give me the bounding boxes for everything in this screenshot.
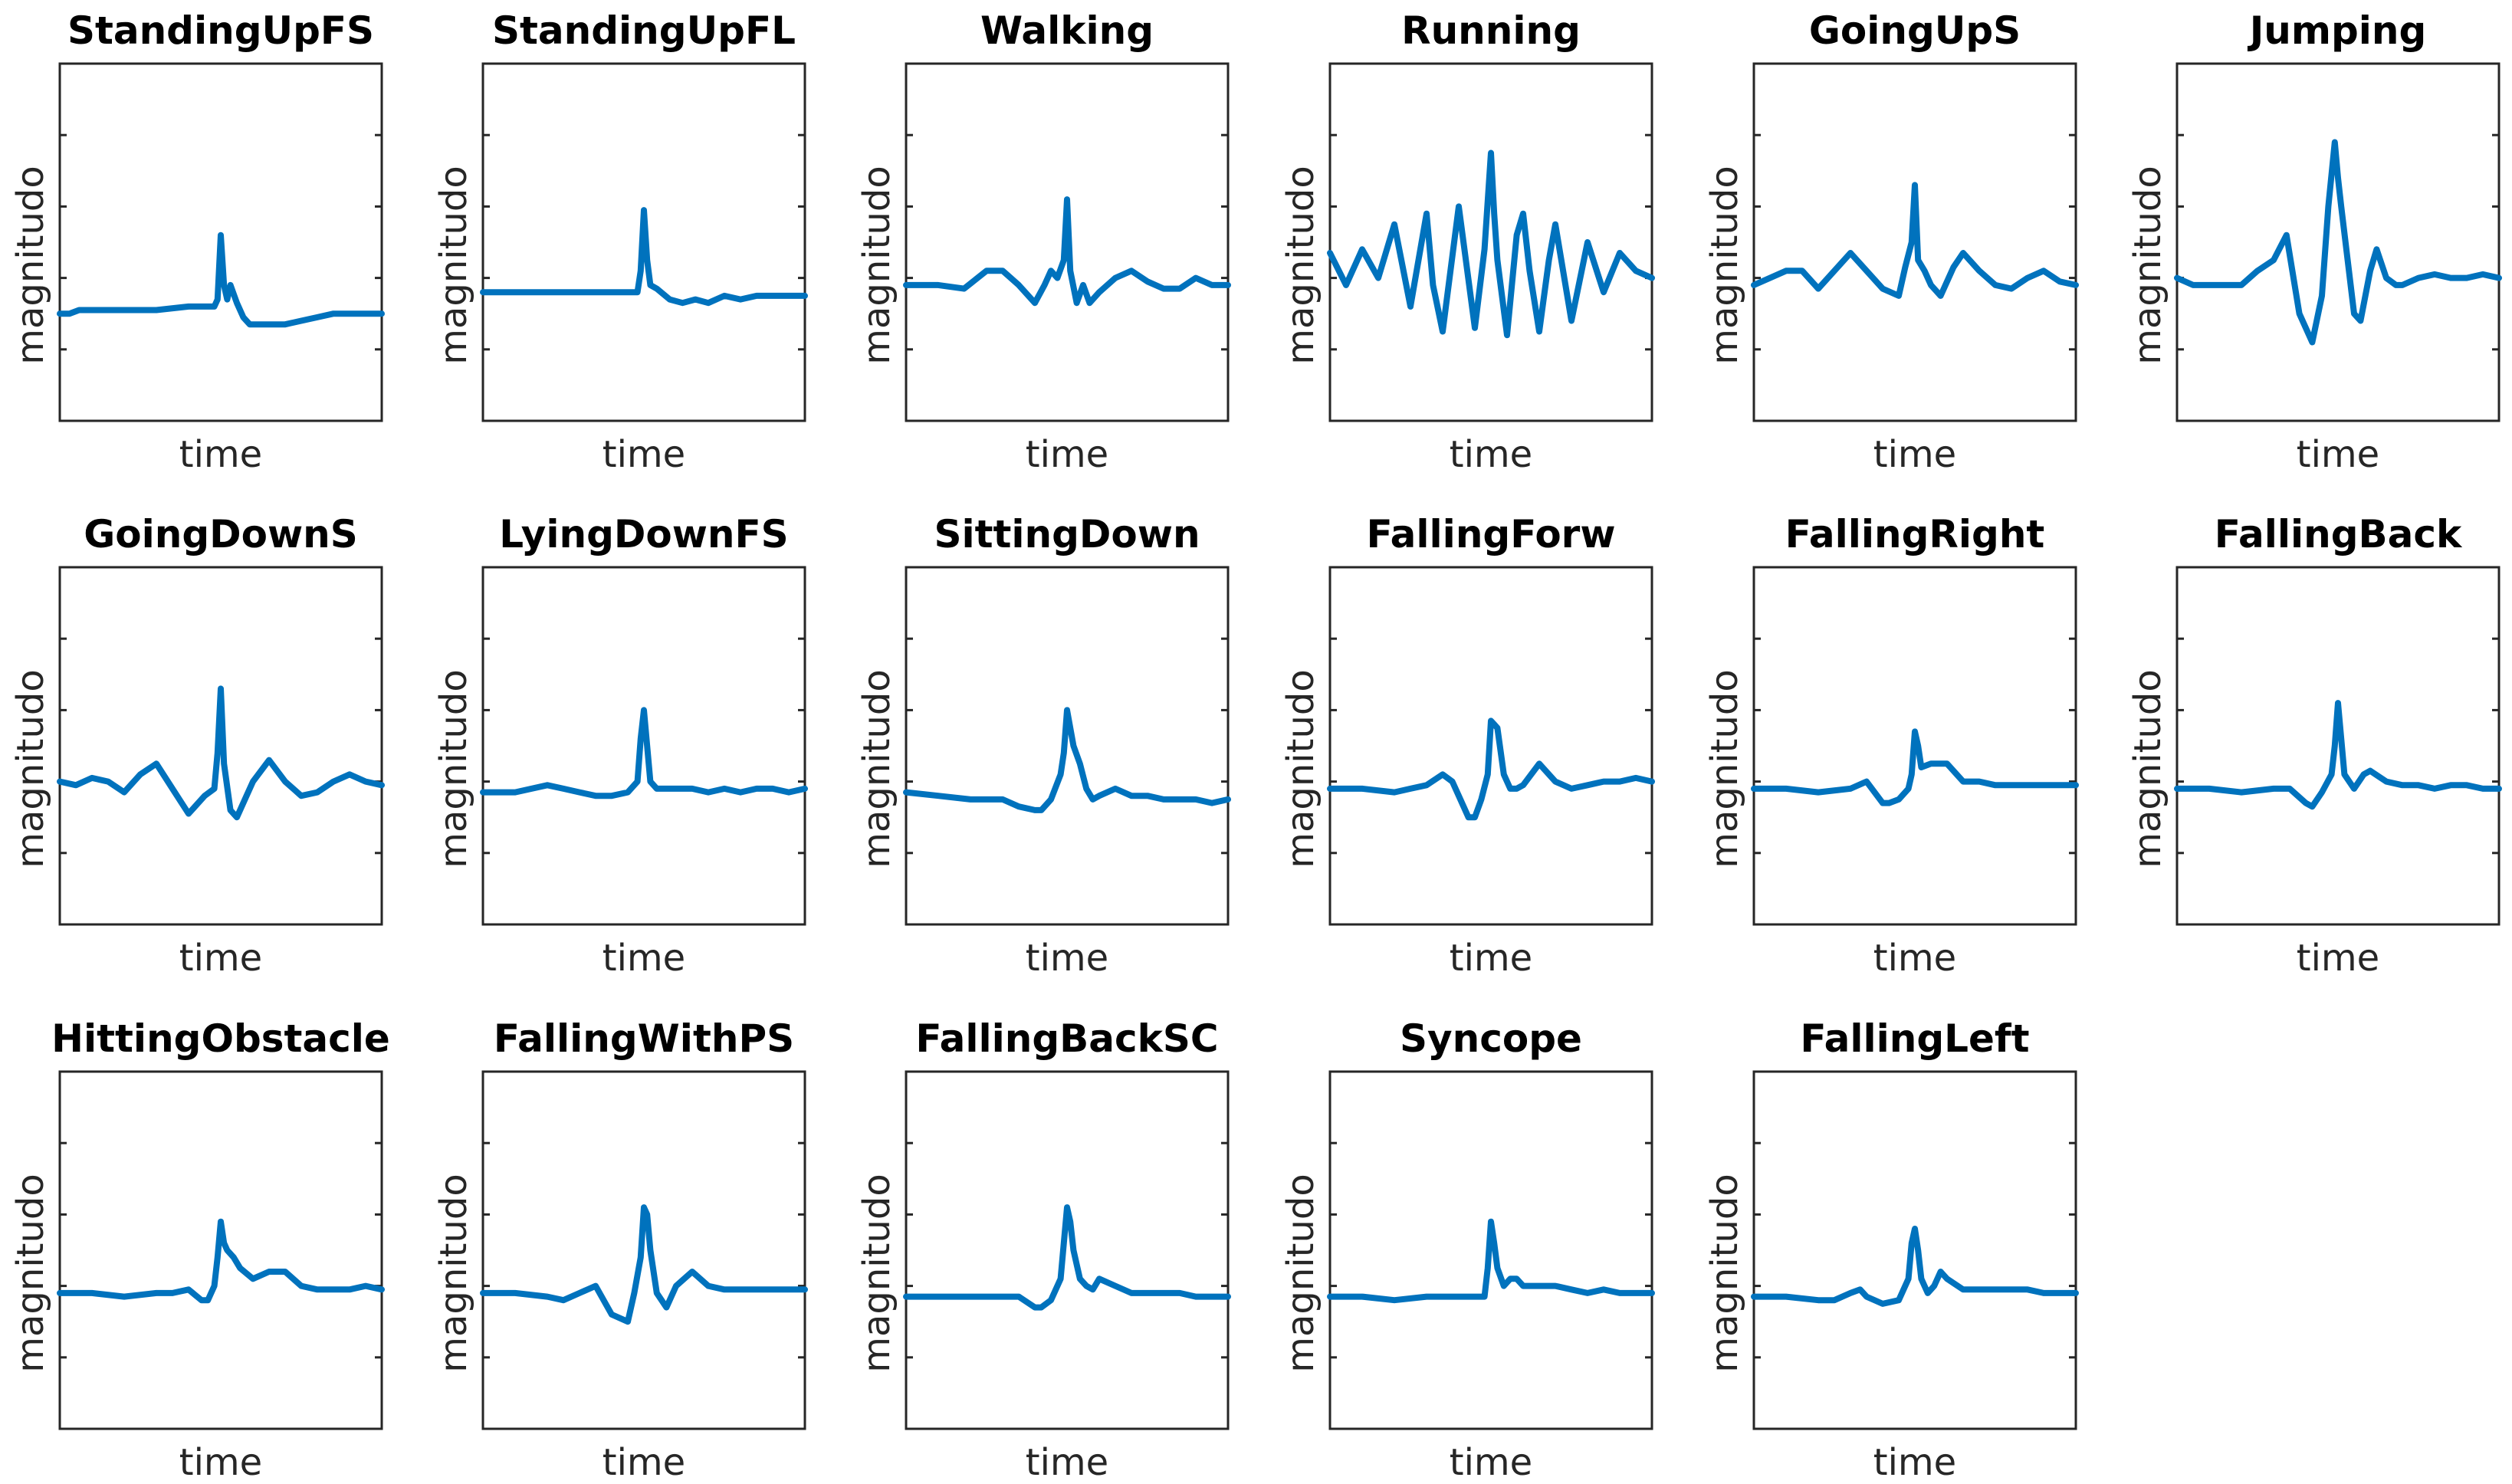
subplot: Jumping time magnitudo <box>2126 8 2502 476</box>
series-line <box>903 707 1231 813</box>
y-axis-label: magnitudo <box>855 1174 898 1372</box>
plot-frame <box>905 1070 1230 1430</box>
y-axis-label: magnitudo <box>9 166 52 364</box>
plot-frame <box>2175 62 2501 422</box>
plot-frame <box>481 566 806 926</box>
y-axis-label: magnitudo <box>432 1174 475 1372</box>
subplot: GoingDownS time magnitudo <box>9 512 385 980</box>
panel-title: Syncope <box>1400 1016 1582 1061</box>
x-axis-label: time <box>2297 433 2379 476</box>
panel-title: StandingUpFL <box>492 8 796 53</box>
y-axis-label: magnitudo <box>1703 1174 1746 1372</box>
subplot: LyingDownFS time magnitudo <box>432 512 808 980</box>
y-axis-label: magnitudo <box>9 669 52 868</box>
y-axis-label: magnitudo <box>2126 669 2169 868</box>
x-axis-label: time <box>603 1441 685 1484</box>
x-axis-label: time <box>1026 1441 1108 1484</box>
series-line <box>903 196 1231 307</box>
series-line <box>57 231 385 328</box>
x-axis-label: time <box>603 937 685 980</box>
panel-title: FallingLeft <box>1800 1016 2029 1061</box>
series-line <box>57 1218 385 1304</box>
y-axis-label: magnitudo <box>855 166 898 364</box>
series-line <box>1327 149 1655 339</box>
y-axis-label: magnitudo <box>1703 166 1746 364</box>
series-line <box>57 685 385 821</box>
x-axis-label: time <box>1450 937 1532 980</box>
panel-title: GoingDownS <box>84 512 358 556</box>
x-axis-label: time <box>1873 937 1956 980</box>
panel-title: FallingRight <box>1785 512 2045 556</box>
subplot: Running time magnitudo <box>1279 8 1655 476</box>
y-axis-label: magnitudo <box>1279 1174 1322 1372</box>
series-line <box>1751 182 2079 299</box>
panel-title: Jumping <box>2248 8 2427 53</box>
y-axis-label: magnitudo <box>855 669 898 868</box>
x-axis-label: time <box>1873 1441 1956 1484</box>
panel-title: FallingBackSC <box>915 1016 1218 1061</box>
x-axis-label: time <box>1026 433 1108 476</box>
subplot: GoingUpS time magnitudo <box>1703 8 2079 476</box>
y-axis-label: magnitudo <box>1703 669 1746 868</box>
plot-frame <box>2175 566 2501 926</box>
subplot: FallingBack time magnitudo <box>2126 512 2502 980</box>
panel-title: FallingWithPS <box>494 1016 794 1061</box>
series-line <box>1327 1218 1655 1304</box>
panel-title: GoingUpS <box>1809 8 2021 53</box>
subplot: FallingForw time magnitudo <box>1279 512 1655 980</box>
x-axis-label: time <box>1450 1441 1532 1484</box>
subplot: Syncope time magnitudo <box>1279 1016 1655 1484</box>
y-axis-label: magnitudo <box>2126 166 2169 364</box>
subplot: StandingUpFS time magnitudo <box>9 8 385 476</box>
x-axis-label: time <box>1450 433 1532 476</box>
panel-title: FallingBack <box>2215 512 2463 556</box>
y-axis-label: magnitudo <box>432 669 475 868</box>
panel-title: FallingForw <box>1366 512 1615 556</box>
y-axis-label: magnitudo <box>9 1174 52 1372</box>
y-axis-label: magnitudo <box>1279 669 1322 868</box>
subplot: FallingRight time magnitudo <box>1703 512 2079 980</box>
plot-frame <box>1752 1070 2077 1430</box>
panel-title: SittingDown <box>934 512 1200 556</box>
x-axis-label: time <box>2297 937 2379 980</box>
x-axis-label: time <box>179 1441 262 1484</box>
y-axis-label: magnitudo <box>1279 166 1322 364</box>
series-line <box>480 207 808 307</box>
subplot: StandingUpFL time magnitudo <box>432 8 808 476</box>
series-line <box>903 1204 1231 1311</box>
series-line <box>2174 700 2502 810</box>
subplot: Walking time magnitudo <box>855 8 1231 476</box>
x-axis-label: time <box>179 433 262 476</box>
plot-frame <box>1328 62 1653 422</box>
subplot: FallingBackSC time magnitudo <box>855 1016 1231 1484</box>
subplot: FallingLeft time magnitudo <box>1703 1016 2079 1484</box>
panel-title: LyingDownFS <box>499 512 788 556</box>
series-line <box>1751 728 2079 806</box>
panel-title: Walking <box>980 8 1154 53</box>
x-axis-label: time <box>1873 433 1956 476</box>
panel-title: HittingObstacle <box>51 1016 390 1061</box>
series-line <box>1327 717 1655 821</box>
subplot: FallingWithPS time magnitudo <box>432 1016 808 1484</box>
subplot: HittingObstacle time magnitudo <box>9 1016 390 1484</box>
x-axis-label: time <box>179 937 262 980</box>
subplot: SittingDown time magnitudo <box>855 512 1231 980</box>
y-axis-label: magnitudo <box>432 166 475 364</box>
panel-title: StandingUpFS <box>67 8 374 53</box>
series-line <box>2174 139 2502 346</box>
series-line <box>1751 1226 2079 1307</box>
series-line <box>480 1204 808 1325</box>
panel-title: Running <box>1401 8 1581 53</box>
series-line <box>480 707 808 799</box>
x-axis-label: time <box>603 433 685 476</box>
x-axis-label: time <box>1026 937 1108 980</box>
